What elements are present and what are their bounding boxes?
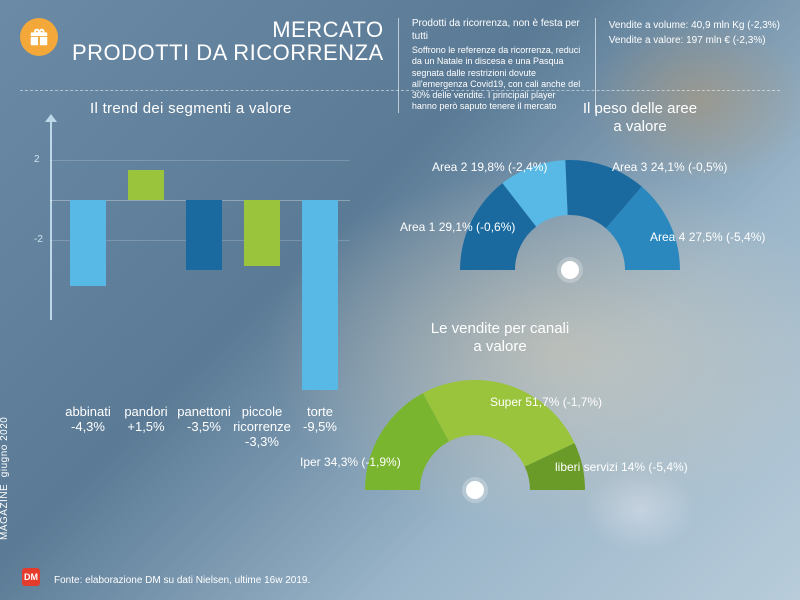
title-line-2: PRODOTTI DA RICORRENZA [72,41,384,64]
description-title: Prodotti da ricorrenza, non è festa per … [412,18,581,43]
donut-areas-label: Area 4 27,5% (-5,4%) [650,230,765,244]
bar-piccole-ricorrenze [244,200,280,266]
bar-label-panettoni: panettoni-3,5% [175,405,233,435]
donut-areas-title-text: Il peso delle areea valore [583,100,697,135]
issue-word: giugno 2020 [0,417,10,478]
ytick-up: 2 [34,154,40,165]
donut-channels-label: liberi servizi 14% (-5,4%) [555,460,688,474]
bar-chart: 2 -2 abbinati-4,3%pandori+1,5%panettoni-… [30,120,360,380]
infographic-canvas: MERCATO PRODOTTI DA RICORRENZA Prodotti … [0,0,800,600]
bar-panettoni [186,200,222,270]
donut-areas-center-dot [561,261,579,279]
y-axis [50,120,52,320]
source-text: Fonte: elaborazione DM su dati Nielsen, … [54,575,310,586]
bar-abbinati [70,200,106,286]
bar-torte [302,200,338,390]
magazine-word: MAGAZINE [0,484,10,540]
donut-areas-title: Il peso delle areea valore [550,100,730,136]
title-block: MERCATO PRODOTTI DA RICORRENZA [72,18,384,64]
donut-channels-title-text: Le vendite per canalia valore [431,320,569,355]
donut-channels-center-dot [466,481,484,499]
footer: DM Fonte: elaborazione DM su dati Nielse… [22,568,778,586]
donut-channels-label: Super 51,7% (-1,7%) [490,395,602,409]
donut-channels-title: Le vendite per canalia valore [400,320,600,356]
magazine-badge: DM [22,568,40,586]
donut-areas-label: Area 2 19,8% (-2,4%) [432,160,547,174]
ytick-dn: -2 [34,234,43,245]
donut-areas-label: Area 3 24,1% (-0,5%) [612,160,727,174]
header: MERCATO PRODOTTI DA RICORRENZA Prodotti … [20,18,780,113]
description-block: Prodotti da ricorrenza, non è festa per … [412,18,581,113]
donut-channels-label: Iper 34,3% (-1,9%) [300,455,401,469]
header-rule [20,90,780,91]
stats-block: Vendite a volume: 40,9 mln Kg (-2,3%) Ve… [609,18,780,48]
bar-label-abbinati: abbinati-4,3% [59,405,117,435]
bar-label-piccole-ricorrenze: piccolericorrenze-3,3% [233,405,291,450]
stat-value: Vendite a valore: 197 mln € (-2,3%) [609,33,780,48]
issue-date-vertical: MAGAZINE giugno 2020 [0,417,10,540]
gift-icon [20,18,58,56]
donut-areas-label: Area 1 29,1% (-0,6%) [400,220,515,234]
bar-chart-title: Il trend dei segmenti a valore [90,100,292,117]
bar-label-torte: torte-9,5% [291,405,349,435]
donut-channels-segment [423,380,575,467]
title-line-1: MERCATO [72,18,384,41]
bar-label-pandori: pandori+1,5% [117,405,175,435]
bar-pandori [128,170,164,200]
gridline-up [50,160,350,161]
stat-volume: Vendite a volume: 40,9 mln Kg (-2,3%) [609,18,780,33]
